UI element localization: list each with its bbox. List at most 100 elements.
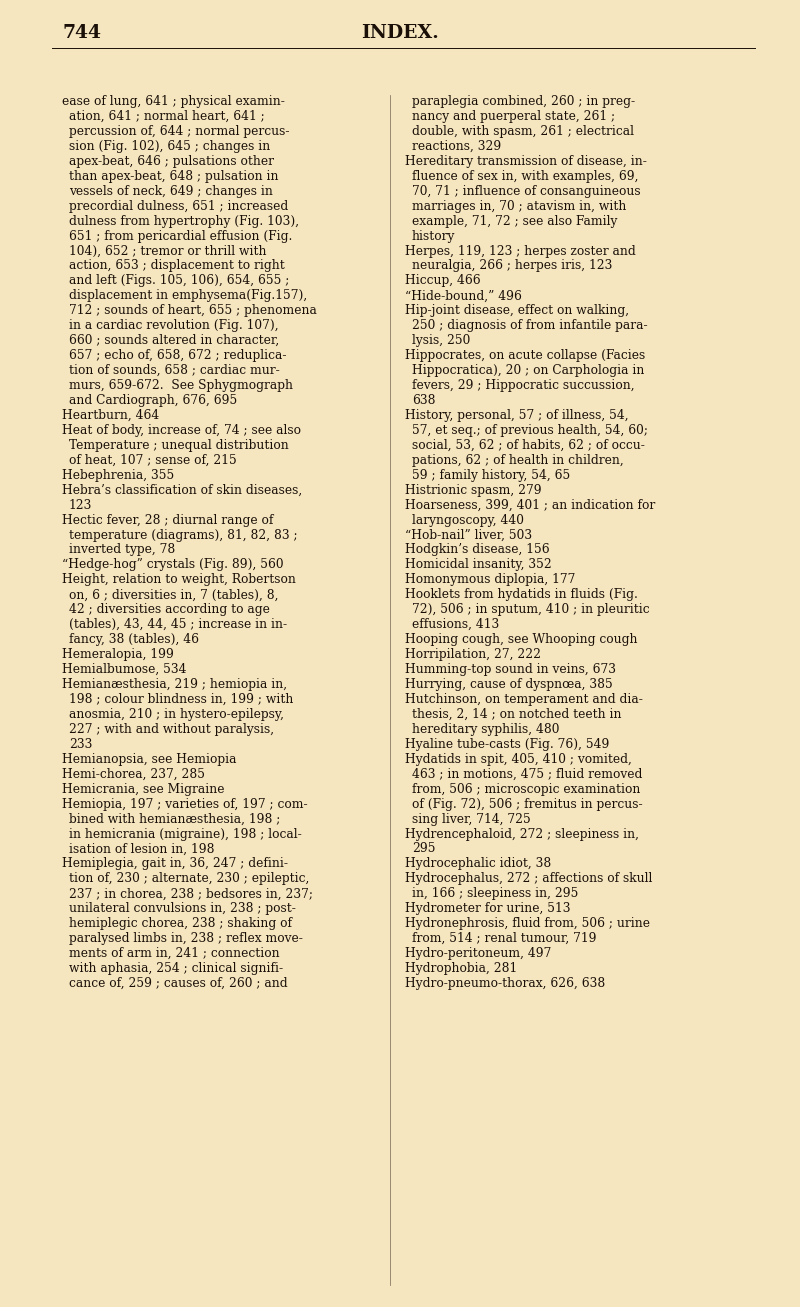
Text: ments of arm in, 241 ; connection: ments of arm in, 241 ; connection (69, 948, 280, 961)
Text: unilateral convulsions in, 238 ; post-: unilateral convulsions in, 238 ; post- (69, 902, 296, 915)
Text: Hurrying, cause of dyspnœa, 385: Hurrying, cause of dyspnœa, 385 (405, 678, 613, 691)
Text: Herpes, 119, 123 ; herpes zoster and: Herpes, 119, 123 ; herpes zoster and (405, 244, 636, 257)
Text: reactions, 329: reactions, 329 (412, 140, 502, 153)
Text: sion (Fig. 102), 645 ; changes in: sion (Fig. 102), 645 ; changes in (69, 140, 270, 153)
Text: laryngoscopy, 440: laryngoscopy, 440 (412, 514, 524, 527)
Text: Histrionic spasm, 279: Histrionic spasm, 279 (405, 484, 542, 497)
Text: Horripilation, 27, 222: Horripilation, 27, 222 (405, 648, 541, 661)
Text: pations, 62 ; of health in children,: pations, 62 ; of health in children, (412, 454, 624, 467)
Text: 72), 506 ; in sputum, 410 ; in pleuritic: 72), 506 ; in sputum, 410 ; in pleuritic (412, 604, 650, 617)
Text: neuralgia, 266 ; herpes iris, 123: neuralgia, 266 ; herpes iris, 123 (412, 260, 612, 272)
Text: hereditary syphilis, 480: hereditary syphilis, 480 (412, 723, 559, 736)
Text: murs, 659-672.  See Sphygmograph: murs, 659-672. See Sphygmograph (69, 379, 293, 392)
Text: Hydrophobia, 281: Hydrophobia, 281 (405, 962, 518, 975)
Text: Hectic fever, 28 ; diurnal range of: Hectic fever, 28 ; diurnal range of (62, 514, 274, 527)
Text: in a cardiac revolution (Fig. 107),: in a cardiac revolution (Fig. 107), (69, 319, 278, 332)
Text: 59 ; family history, 54, 65: 59 ; family history, 54, 65 (412, 469, 570, 482)
Text: Hemianæsthesia, 219 ; hemiopia in,: Hemianæsthesia, 219 ; hemiopia in, (62, 678, 287, 691)
Text: history: history (412, 230, 455, 243)
Text: than apex-beat, 648 ; pulsation in: than apex-beat, 648 ; pulsation in (69, 170, 278, 183)
Text: Heartburn, 464: Heartburn, 464 (62, 409, 159, 422)
Text: marriages in, 70 ; atavism in, with: marriages in, 70 ; atavism in, with (412, 200, 626, 213)
Text: from, 506 ; microscopic examination: from, 506 ; microscopic examination (412, 783, 640, 796)
Text: INDEX.: INDEX. (361, 24, 439, 42)
Text: Hemianopsia, see Hemiopia: Hemianopsia, see Hemiopia (62, 753, 237, 766)
Text: on, 6 ; diversities in, 7 (tables), 8,: on, 6 ; diversities in, 7 (tables), 8, (69, 588, 278, 601)
Text: hemiplegic chorea, 238 ; shaking of: hemiplegic chorea, 238 ; shaking of (69, 918, 292, 931)
Text: fancy, 38 (tables), 46: fancy, 38 (tables), 46 (69, 633, 199, 646)
Text: precordial dulness, 651 ; increased: precordial dulness, 651 ; increased (69, 200, 288, 213)
Text: thesis, 2, 14 ; on notched teeth in: thesis, 2, 14 ; on notched teeth in (412, 708, 622, 721)
Text: Homonymous diplopia, 177: Homonymous diplopia, 177 (405, 574, 575, 587)
Text: Hereditary transmission of disease, in-: Hereditary transmission of disease, in- (405, 154, 647, 167)
Text: Heat of body, increase of, 74 ; see also: Heat of body, increase of, 74 ; see also (62, 423, 301, 437)
Text: Hemeralopia, 199: Hemeralopia, 199 (62, 648, 174, 661)
Text: Hemi-chorea, 237, 285: Hemi-chorea, 237, 285 (62, 767, 205, 780)
Text: 57, et seq.; of previous health, 54, 60;: 57, et seq.; of previous health, 54, 60; (412, 423, 648, 437)
Text: 638: 638 (412, 393, 435, 406)
Text: 198 ; colour blindness in, 199 ; with: 198 ; colour blindness in, 199 ; with (69, 693, 294, 706)
Text: percussion of, 644 ; normal percus-: percussion of, 644 ; normal percus- (69, 125, 290, 139)
Text: Hydrencephaloid, 272 ; sleepiness in,: Hydrencephaloid, 272 ; sleepiness in, (405, 827, 639, 840)
Text: Hydro-peritoneum, 497: Hydro-peritoneum, 497 (405, 948, 551, 961)
Text: and Cardiograph, 676, 695: and Cardiograph, 676, 695 (69, 393, 238, 406)
Text: 295: 295 (412, 843, 435, 856)
Text: 660 ; sounds altered in character,: 660 ; sounds altered in character, (69, 335, 279, 348)
Text: Humming-top sound in veins, 673: Humming-top sound in veins, 673 (405, 663, 616, 676)
Text: Hip-joint disease, effect on walking,: Hip-joint disease, effect on walking, (405, 305, 629, 318)
Text: paralysed limbs in, 238 ; reflex move-: paralysed limbs in, 238 ; reflex move- (69, 932, 303, 945)
Text: 227 ; with and without paralysis,: 227 ; with and without paralysis, (69, 723, 274, 736)
Text: tion of, 230 ; alternate, 230 ; epileptic,: tion of, 230 ; alternate, 230 ; epilepti… (69, 872, 310, 885)
Text: Hydrocephalic idiot, 38: Hydrocephalic idiot, 38 (405, 857, 551, 870)
Text: lysis, 250: lysis, 250 (412, 335, 470, 348)
Text: 712 ; sounds of heart, 655 ; phenomena: 712 ; sounds of heart, 655 ; phenomena (69, 305, 317, 318)
Text: Hippocrates, on acute collapse (Facies: Hippocrates, on acute collapse (Facies (405, 349, 646, 362)
Text: Hutchinson, on temperament and dia-: Hutchinson, on temperament and dia- (405, 693, 643, 706)
Text: 42 ; diversities according to age: 42 ; diversities according to age (69, 604, 270, 617)
Text: isation of lesion in, 198: isation of lesion in, 198 (69, 843, 214, 856)
Text: Hydro-pneumo-thorax, 626, 638: Hydro-pneumo-thorax, 626, 638 (405, 978, 606, 989)
Text: anosmia, 210 ; in hystero-epilepsy,: anosmia, 210 ; in hystero-epilepsy, (69, 708, 284, 721)
Text: ease of lung, 641 ; physical examin-: ease of lung, 641 ; physical examin- (62, 95, 285, 108)
Text: Hodgkin’s disease, 156: Hodgkin’s disease, 156 (405, 544, 550, 557)
Text: fevers, 29 ; Hippocratic succussion,: fevers, 29 ; Hippocratic succussion, (412, 379, 634, 392)
Text: Hiccup, 466: Hiccup, 466 (405, 274, 481, 288)
Text: inverted type, 78: inverted type, 78 (69, 544, 175, 557)
Text: Hyaline tube-casts (Fig. 76), 549: Hyaline tube-casts (Fig. 76), 549 (405, 738, 610, 750)
Text: Hydatids in spit, 405, 410 ; vomited,: Hydatids in spit, 405, 410 ; vomited, (405, 753, 632, 766)
Text: Hemicrania, see Migraine: Hemicrania, see Migraine (62, 783, 225, 796)
Text: of heat, 107 ; sense of, 215: of heat, 107 ; sense of, 215 (69, 454, 237, 467)
Text: displacement in emphysema(Fig.157),: displacement in emphysema(Fig.157), (69, 289, 307, 302)
Text: Temperature ; unequal distribution: Temperature ; unequal distribution (69, 439, 289, 452)
Text: 233: 233 (69, 738, 92, 750)
Text: action, 653 ; displacement to right: action, 653 ; displacement to right (69, 260, 285, 272)
Text: Hydronephrosis, fluid from, 506 ; urine: Hydronephrosis, fluid from, 506 ; urine (405, 918, 650, 931)
Text: (tables), 43, 44, 45 ; increase in in-: (tables), 43, 44, 45 ; increase in in- (69, 618, 287, 631)
Text: apex-beat, 646 ; pulsations other: apex-beat, 646 ; pulsations other (69, 154, 274, 167)
Text: “Hedge-hog” crystals (Fig. 89), 560: “Hedge-hog” crystals (Fig. 89), 560 (62, 558, 284, 571)
Text: 651 ; from pericardial effusion (Fig.: 651 ; from pericardial effusion (Fig. (69, 230, 292, 243)
Text: example, 71, 72 ; see also Family: example, 71, 72 ; see also Family (412, 214, 618, 227)
Text: nancy and puerperal state, 261 ;: nancy and puerperal state, 261 ; (412, 110, 615, 123)
Text: tion of sounds, 658 ; cardiac mur-: tion of sounds, 658 ; cardiac mur- (69, 365, 280, 378)
Text: fluence of sex in, with examples, 69,: fluence of sex in, with examples, 69, (412, 170, 638, 183)
Text: double, with spasm, 261 ; electrical: double, with spasm, 261 ; electrical (412, 125, 634, 139)
Text: from, 514 ; renal tumour, 719: from, 514 ; renal tumour, 719 (412, 932, 597, 945)
Text: “Hob-nail” liver, 503: “Hob-nail” liver, 503 (405, 528, 532, 541)
Text: Hydrocephalus, 272 ; affections of skull: Hydrocephalus, 272 ; affections of skull (405, 872, 652, 885)
Text: 70, 71 ; influence of consanguineous: 70, 71 ; influence of consanguineous (412, 184, 641, 197)
Text: ation, 641 ; normal heart, 641 ;: ation, 641 ; normal heart, 641 ; (69, 110, 265, 123)
Text: sing liver, 714, 725: sing liver, 714, 725 (412, 813, 530, 826)
Text: Hemiopia, 197 ; varieties of, 197 ; com-: Hemiopia, 197 ; varieties of, 197 ; com- (62, 797, 308, 810)
Text: bined with hemianæsthesia, 198 ;: bined with hemianæsthesia, 198 ; (69, 813, 280, 826)
Text: Height, relation to weight, Robertson: Height, relation to weight, Robertson (62, 574, 296, 587)
Text: effusions, 413: effusions, 413 (412, 618, 499, 631)
Text: cance of, 259 ; causes of, 260 ; and: cance of, 259 ; causes of, 260 ; and (69, 978, 288, 989)
Text: in hemicrania (migraine), 198 ; local-: in hemicrania (migraine), 198 ; local- (69, 827, 302, 840)
Text: 744: 744 (62, 24, 101, 42)
Text: 250 ; diagnosis of from infantile para-: 250 ; diagnosis of from infantile para- (412, 319, 648, 332)
Text: Hebra’s classification of skin diseases,: Hebra’s classification of skin diseases, (62, 484, 302, 497)
Text: paraplegia combined, 260 ; in preg-: paraplegia combined, 260 ; in preg- (412, 95, 635, 108)
Text: Hemialbumose, 534: Hemialbumose, 534 (62, 663, 186, 676)
Text: of (Fig. 72), 506 ; fremitus in percus-: of (Fig. 72), 506 ; fremitus in percus- (412, 797, 642, 810)
